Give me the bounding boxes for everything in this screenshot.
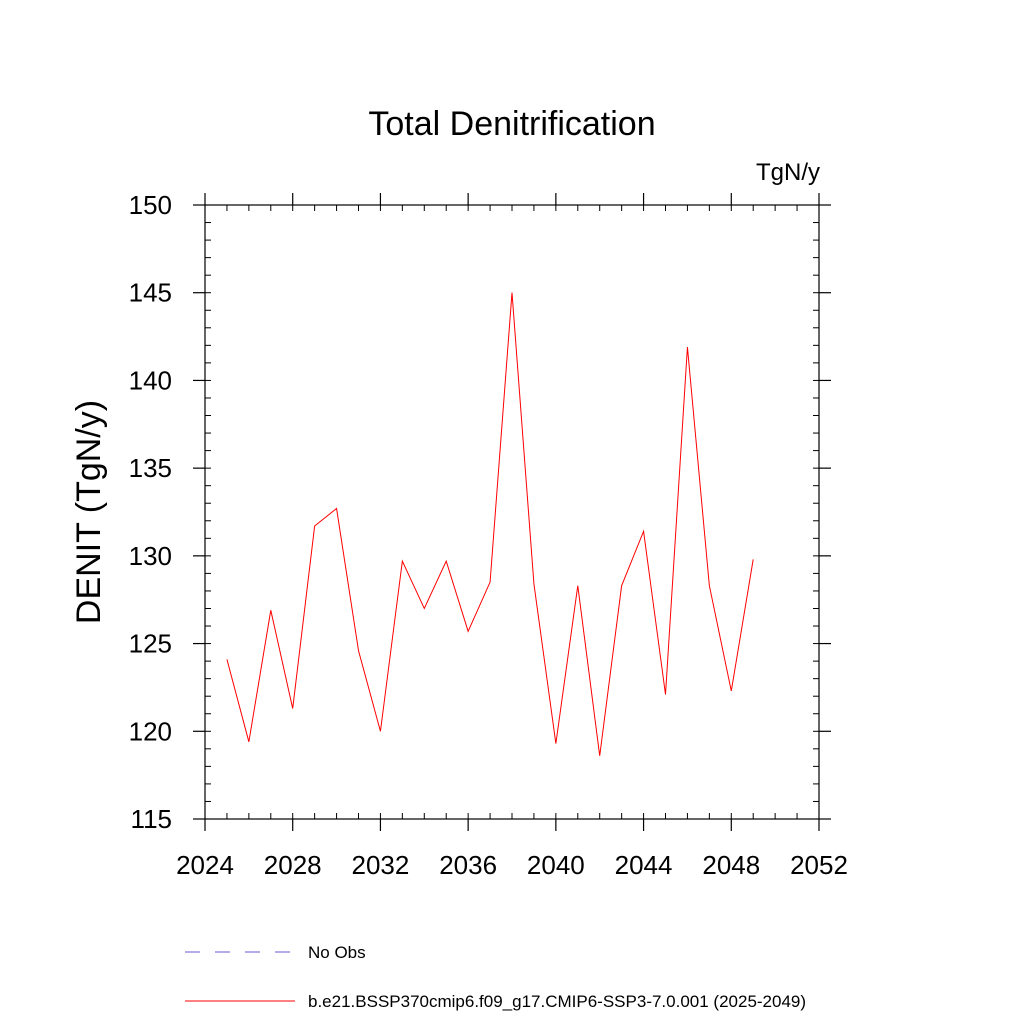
y-tick-label: 130 xyxy=(129,541,172,571)
y-tick-label: 125 xyxy=(129,629,172,659)
axis-ticks xyxy=(193,193,831,831)
y-tick-label: 150 xyxy=(129,190,172,220)
x-tick-label: 2036 xyxy=(439,850,497,880)
data-point xyxy=(731,690,732,691)
x-tick-label: 2032 xyxy=(352,850,410,880)
units-label: TgN/y xyxy=(756,159,820,186)
data-point xyxy=(292,708,293,709)
y-tick-label: 135 xyxy=(129,453,172,483)
x-tick-label: 2048 xyxy=(702,850,760,880)
series-layer xyxy=(226,292,754,756)
data-point xyxy=(468,631,469,632)
data-point xyxy=(358,650,359,651)
data-point xyxy=(402,561,403,562)
data-point xyxy=(577,585,578,586)
axis-tick-labels: 2024 2028 2032 2036 2040 2044 2048 2052 115 120 12… xyxy=(129,190,848,880)
plot-frame xyxy=(204,204,820,820)
x-tick-label: 2028 xyxy=(264,850,322,880)
data-point xyxy=(643,531,644,532)
x-tick-label: 2040 xyxy=(527,850,585,880)
y-tick-label: 145 xyxy=(129,278,172,308)
y-tick-label: 115 xyxy=(131,804,172,834)
y-axis-label: DENIT (TgN/y) xyxy=(70,400,108,624)
legend: No Obs b.e21.BSSP370cmip6.f09_g17.CMIP6-… xyxy=(185,943,806,1011)
data-point xyxy=(490,582,491,583)
data-point xyxy=(270,610,271,611)
data-point xyxy=(709,585,710,586)
data-point xyxy=(687,347,688,348)
x-tick-label: 2052 xyxy=(790,850,848,880)
legend-label-no-obs: No Obs xyxy=(308,943,366,962)
data-point xyxy=(380,731,381,732)
data-point xyxy=(314,526,315,527)
data-point xyxy=(248,741,249,742)
data-point xyxy=(533,583,534,584)
data-point xyxy=(621,585,622,586)
x-tick-label: 2024 xyxy=(176,850,234,880)
chart-title: Total Denitrification xyxy=(368,105,655,143)
data-point xyxy=(665,694,666,695)
y-tick-label: 140 xyxy=(129,365,172,395)
data-point xyxy=(753,559,754,560)
legend-label-model: b.e21.BSSP370cmip6.f09_g17.CMIP6-SSP3-7.… xyxy=(308,992,806,1011)
data-point xyxy=(555,743,556,744)
data-point xyxy=(599,755,600,756)
series-line-0 xyxy=(226,292,754,756)
x-tick-label: 2044 xyxy=(615,850,673,880)
y-tick-label: 120 xyxy=(129,716,172,746)
data-point xyxy=(512,292,513,293)
data-point xyxy=(446,561,447,562)
data-point xyxy=(424,608,425,609)
data-point xyxy=(226,659,227,660)
data-point xyxy=(336,508,337,509)
